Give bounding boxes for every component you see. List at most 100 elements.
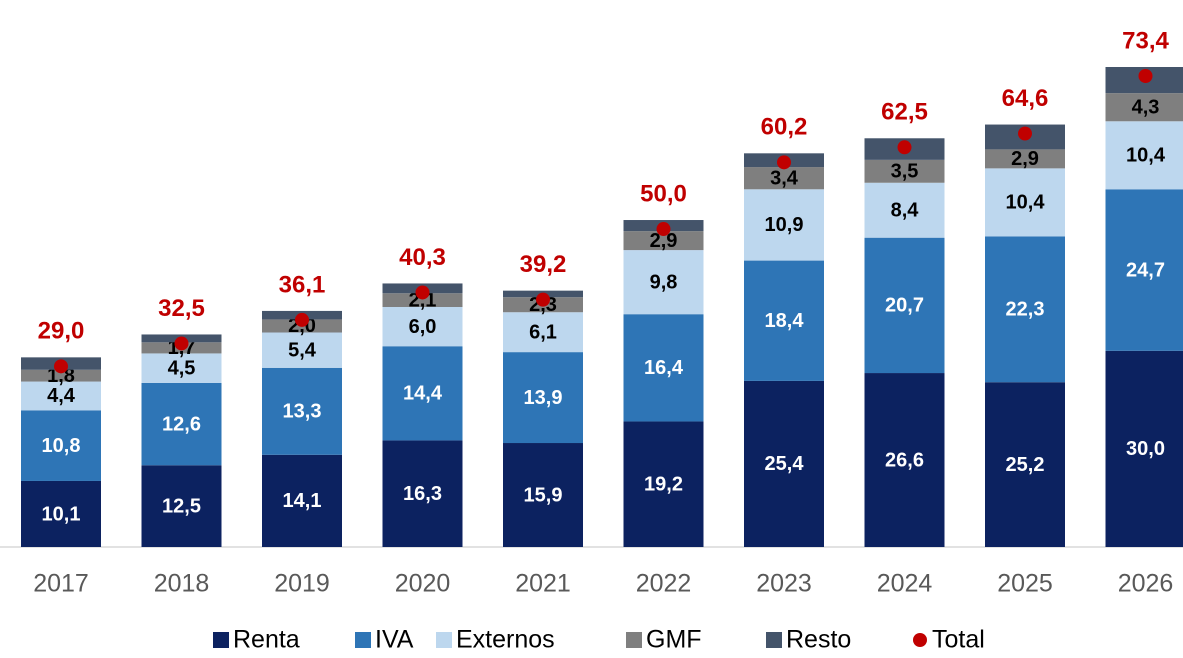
x-tick-label: 2022: [636, 570, 692, 598]
total-label: 50,0: [640, 180, 687, 207]
bar-segment: [21, 410, 101, 481]
data-label: 18,4: [765, 310, 805, 332]
bar-segment: [382, 307, 463, 347]
data-label: 16,3: [403, 483, 442, 505]
bar-segment: [503, 443, 583, 547]
bar-segment: [864, 182, 945, 238]
bar-segment: [744, 260, 824, 381]
data-label: 14,1: [283, 490, 322, 512]
x-tick-label: 2019: [274, 570, 330, 598]
bar-segment: [623, 250, 704, 315]
bar-segment: [382, 346, 463, 441]
data-label: 1,8: [47, 365, 75, 387]
bar-segment: [864, 237, 945, 374]
data-label: 15,9: [524, 484, 563, 506]
total-marker: [54, 359, 68, 374]
data-label: 4,5: [168, 357, 196, 379]
total-marker: [536, 292, 550, 307]
bar-segment: [503, 352, 583, 444]
data-label: 3,5: [891, 161, 919, 183]
total-label: 36,1: [279, 271, 326, 298]
x-tick-label: 2018: [154, 570, 210, 598]
data-label: 30,0: [1126, 438, 1165, 460]
total-label: 60,2: [761, 114, 808, 141]
data-label: 10,4: [1126, 145, 1166, 167]
data-label: 5,4: [288, 339, 317, 361]
data-label: 25,2: [1006, 454, 1045, 476]
data-label: 26,6: [885, 449, 924, 471]
bar-segment: [21, 381, 101, 411]
data-label: 16,4: [644, 357, 684, 379]
bar-segment: [744, 167, 824, 190]
total-label: 39,2: [520, 251, 567, 278]
x-tick-label: 2020: [395, 570, 451, 598]
bar-segment: [141, 353, 222, 383]
total-label: 32,5: [158, 295, 205, 322]
data-label: 12,5: [162, 495, 201, 517]
data-label: 10,8: [42, 435, 81, 457]
data-label: 10,4: [1006, 192, 1046, 214]
data-label: 9,8: [650, 271, 678, 293]
total-marker: [897, 140, 912, 155]
x-tick-label: 2026: [1118, 570, 1174, 598]
total-marker: [174, 336, 189, 351]
data-label: 10,9: [765, 214, 804, 236]
data-label: 14,4: [403, 383, 443, 405]
bar-segment: [1105, 93, 1183, 122]
legend-marker: [913, 633, 927, 647]
data-label: 19,2: [644, 474, 683, 496]
total-marker: [415, 285, 430, 300]
bar-segment: [985, 149, 1065, 169]
total-label: 40,3: [399, 244, 446, 271]
bar-segment: [21, 480, 101, 547]
data-label: 3,4: [770, 167, 799, 189]
x-tick-label: 2023: [756, 570, 812, 598]
total-label: 73,4: [1122, 27, 1169, 54]
legend-swatch: [626, 632, 642, 648]
total-label: 62,5: [881, 99, 928, 126]
bar-segment: [262, 454, 342, 547]
data-label: 2,1: [409, 289, 437, 311]
bar-segment: [985, 168, 1065, 237]
legend-label: Total: [932, 626, 985, 654]
total-marker: [777, 155, 791, 170]
legend-label: Externos: [456, 626, 555, 654]
data-label: 6,0: [409, 316, 437, 338]
total-marker: [295, 312, 309, 327]
bar-segment: [262, 332, 342, 368]
bar-segment: [864, 373, 945, 547]
x-tick-label: 2025: [997, 570, 1053, 598]
bar-segment: [1105, 189, 1183, 351]
legend-swatch: [355, 632, 371, 648]
data-label: 20,7: [885, 295, 924, 317]
total-marker: [1138, 69, 1153, 83]
data-label: 10,1: [42, 503, 81, 525]
x-tick-label: 2021: [515, 570, 571, 598]
bar-segment: [985, 382, 1065, 547]
bar-segment: [503, 312, 583, 353]
data-label: 2,9: [650, 230, 678, 252]
bar-segment: [623, 314, 704, 422]
data-label: 25,4: [765, 453, 805, 475]
bar-segment: [1105, 121, 1183, 190]
data-label: 6,1: [529, 321, 557, 343]
data-label: 22,3: [1006, 299, 1045, 321]
total-label: 29,0: [38, 318, 85, 345]
x-tick-label: 2024: [877, 570, 933, 598]
total-marker: [1018, 126, 1032, 141]
bar-segment: [382, 293, 463, 307]
bar-segment: [744, 189, 824, 261]
legend-swatch: [436, 632, 452, 648]
data-label: 13,3: [283, 401, 322, 423]
bar-segment: [382, 440, 463, 547]
data-label: 4,4: [47, 385, 76, 407]
bar-segment: [141, 465, 222, 547]
data-label: 24,7: [1126, 259, 1165, 281]
data-label: 8,4: [891, 199, 920, 221]
bar-segment: [623, 231, 704, 251]
legend-label: Renta: [233, 626, 300, 654]
bar-segment: [623, 421, 704, 547]
legend-swatch: [766, 632, 782, 648]
data-label: 2,9: [1011, 148, 1039, 170]
